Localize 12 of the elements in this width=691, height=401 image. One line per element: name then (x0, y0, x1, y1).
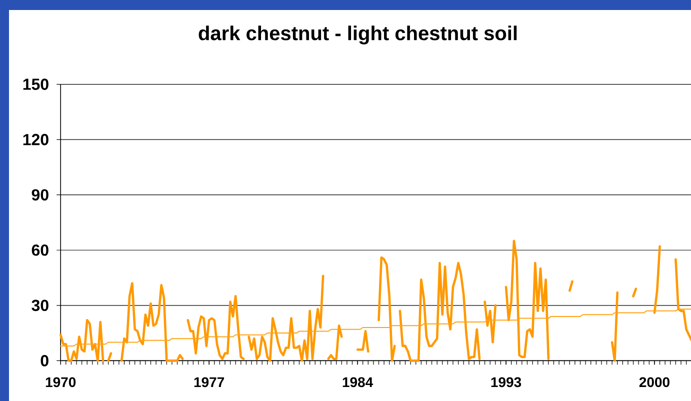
y-tick-label: 0 (40, 355, 48, 366)
y-tick-label: 30 (32, 300, 48, 312)
y-tick-label: 150 (23, 78, 48, 90)
x-tick-label: 1984 (342, 377, 374, 388)
y-tick-label: 120 (23, 134, 48, 146)
x-tick-label: 1993 (491, 377, 522, 388)
x-tick-label: 1970 (46, 377, 76, 388)
x-tick-label: 2000 (639, 377, 670, 388)
y-tick-label: 60 (32, 244, 48, 256)
y-tick-label: 90 (32, 189, 48, 201)
x-tick-label: 1977 (194, 377, 224, 388)
chart-title: dark chestnut - light chestnut soil (198, 26, 517, 44)
